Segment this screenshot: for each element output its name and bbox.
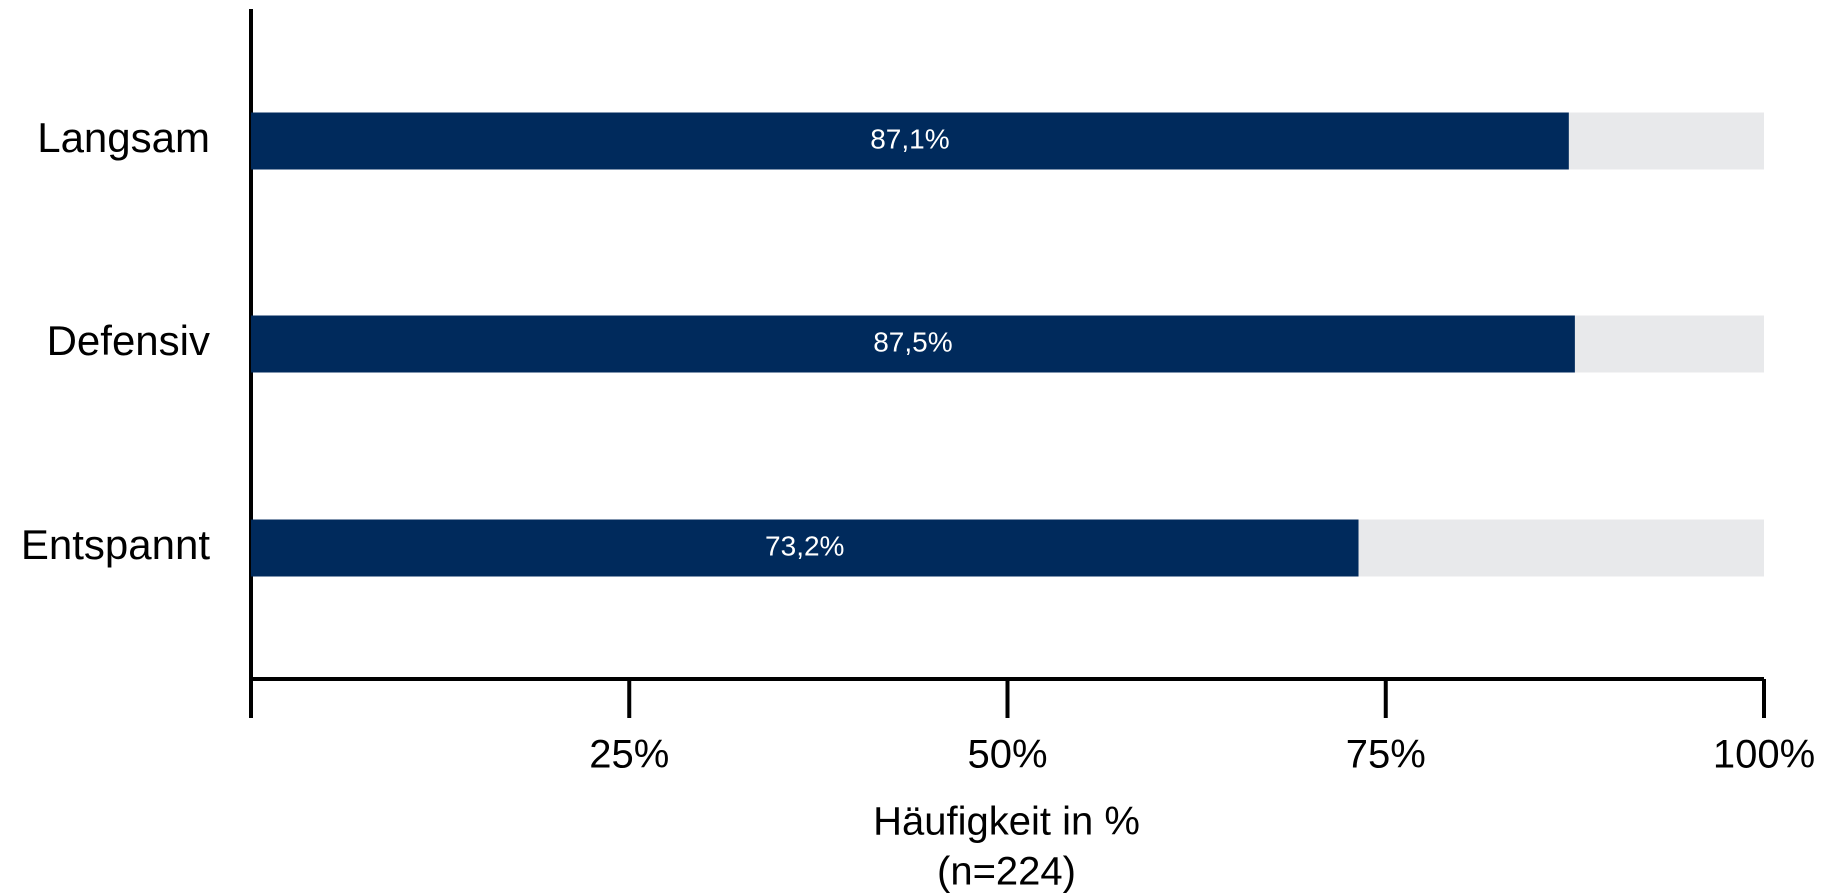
- value-label: 73,2%: [765, 530, 844, 561]
- x-tick-label: 25%: [589, 733, 669, 777]
- category-label: Defensiv: [47, 317, 210, 364]
- bar: [251, 315, 1575, 373]
- category-label: Langsam: [37, 114, 210, 161]
- value-label: 87,5%: [873, 326, 952, 357]
- x-axis-label: Häufigkeit in %: [873, 800, 1140, 844]
- x-tick-label: 50%: [967, 733, 1047, 777]
- x-tick-label: 100%: [1713, 733, 1815, 777]
- category-label: Entspannt: [21, 521, 210, 568]
- x-axis-label: (n=224): [937, 850, 1076, 894]
- bar: [251, 112, 1569, 170]
- value-label: 87,1%: [870, 123, 949, 154]
- bar: [251, 519, 1359, 577]
- x-tick-label: 75%: [1346, 733, 1426, 777]
